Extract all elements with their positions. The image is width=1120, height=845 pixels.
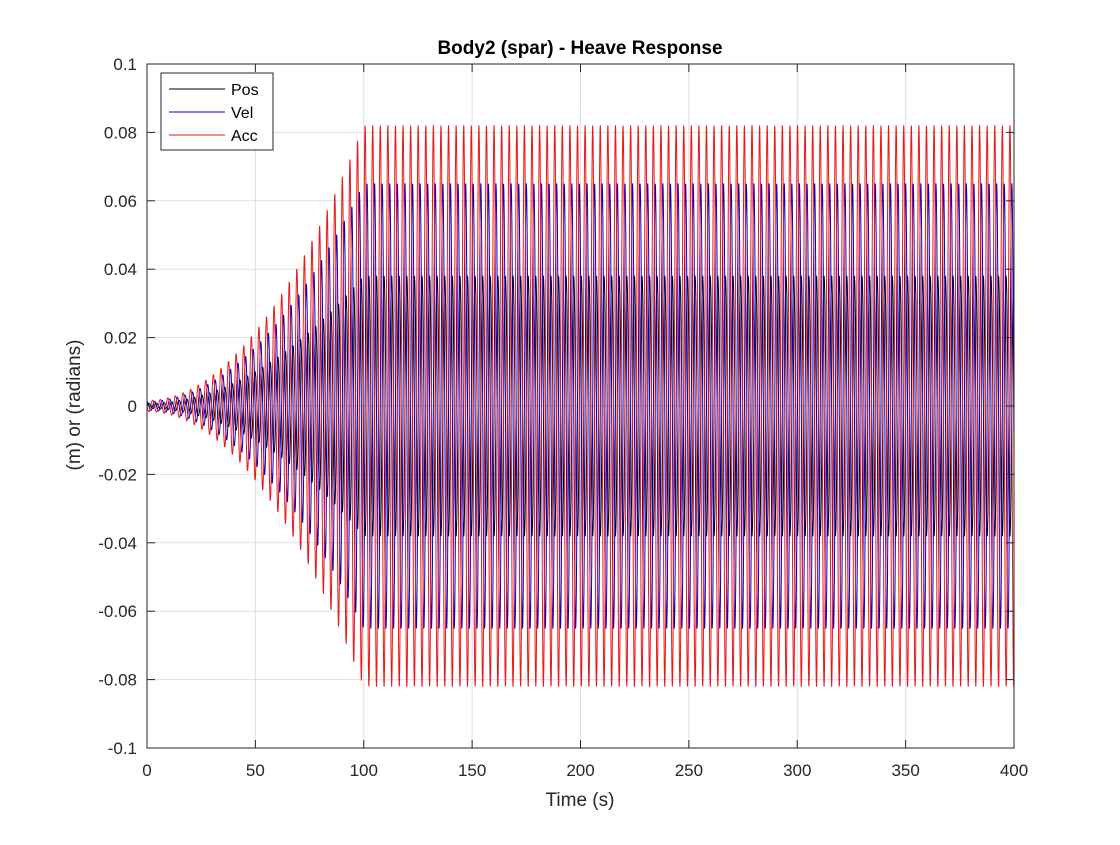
y-tick-label: -0.04: [98, 534, 137, 553]
x-tick-label: 100: [350, 761, 378, 780]
legend: Pos Vel Acc: [160, 72, 274, 151]
x-tick-label: 350: [891, 761, 919, 780]
x-tick-label: 0: [142, 761, 151, 780]
y-tick-label: -0.08: [98, 671, 137, 690]
y-tick-label: 0.08: [104, 123, 137, 142]
axis-ticks: 0 50 100 150 200 250 300 350 400 -0.1 -0.08 -0.06 -0…: [98, 55, 1028, 780]
y-tick-label: 0.02: [104, 329, 137, 348]
x-tick-label: 300: [783, 761, 811, 780]
legend-entry-label: Vel: [231, 105, 253, 122]
x-tick-label: 400: [1000, 761, 1028, 780]
series-line-vel: [147, 183, 1014, 629]
x-axis-label: Time (s): [546, 790, 615, 811]
chart-title: Body2 (spar) - Heave Response: [437, 38, 722, 59]
series-line-acc: [147, 125, 1014, 687]
y-axis-label: (m) or (radians): [64, 340, 85, 471]
y-tick-label: -0.1: [108, 739, 137, 758]
y-tick-label: 0.1: [113, 55, 137, 74]
legend-entry-label: Acc: [231, 128, 258, 145]
y-tick-label: -0.06: [98, 602, 137, 621]
y-tick-label: 0: [128, 397, 137, 416]
x-tick-label: 200: [566, 761, 594, 780]
y-tick-label: -0.02: [98, 465, 137, 484]
series-group: [147, 125, 1014, 687]
x-tick-label: 150: [458, 761, 486, 780]
legend-entry-label: Pos: [231, 82, 259, 99]
x-tick-label: 250: [675, 761, 703, 780]
y-tick-label: 0.04: [104, 260, 137, 279]
y-tick-label: 0.06: [104, 192, 137, 211]
x-tick-label: 50: [246, 761, 265, 780]
